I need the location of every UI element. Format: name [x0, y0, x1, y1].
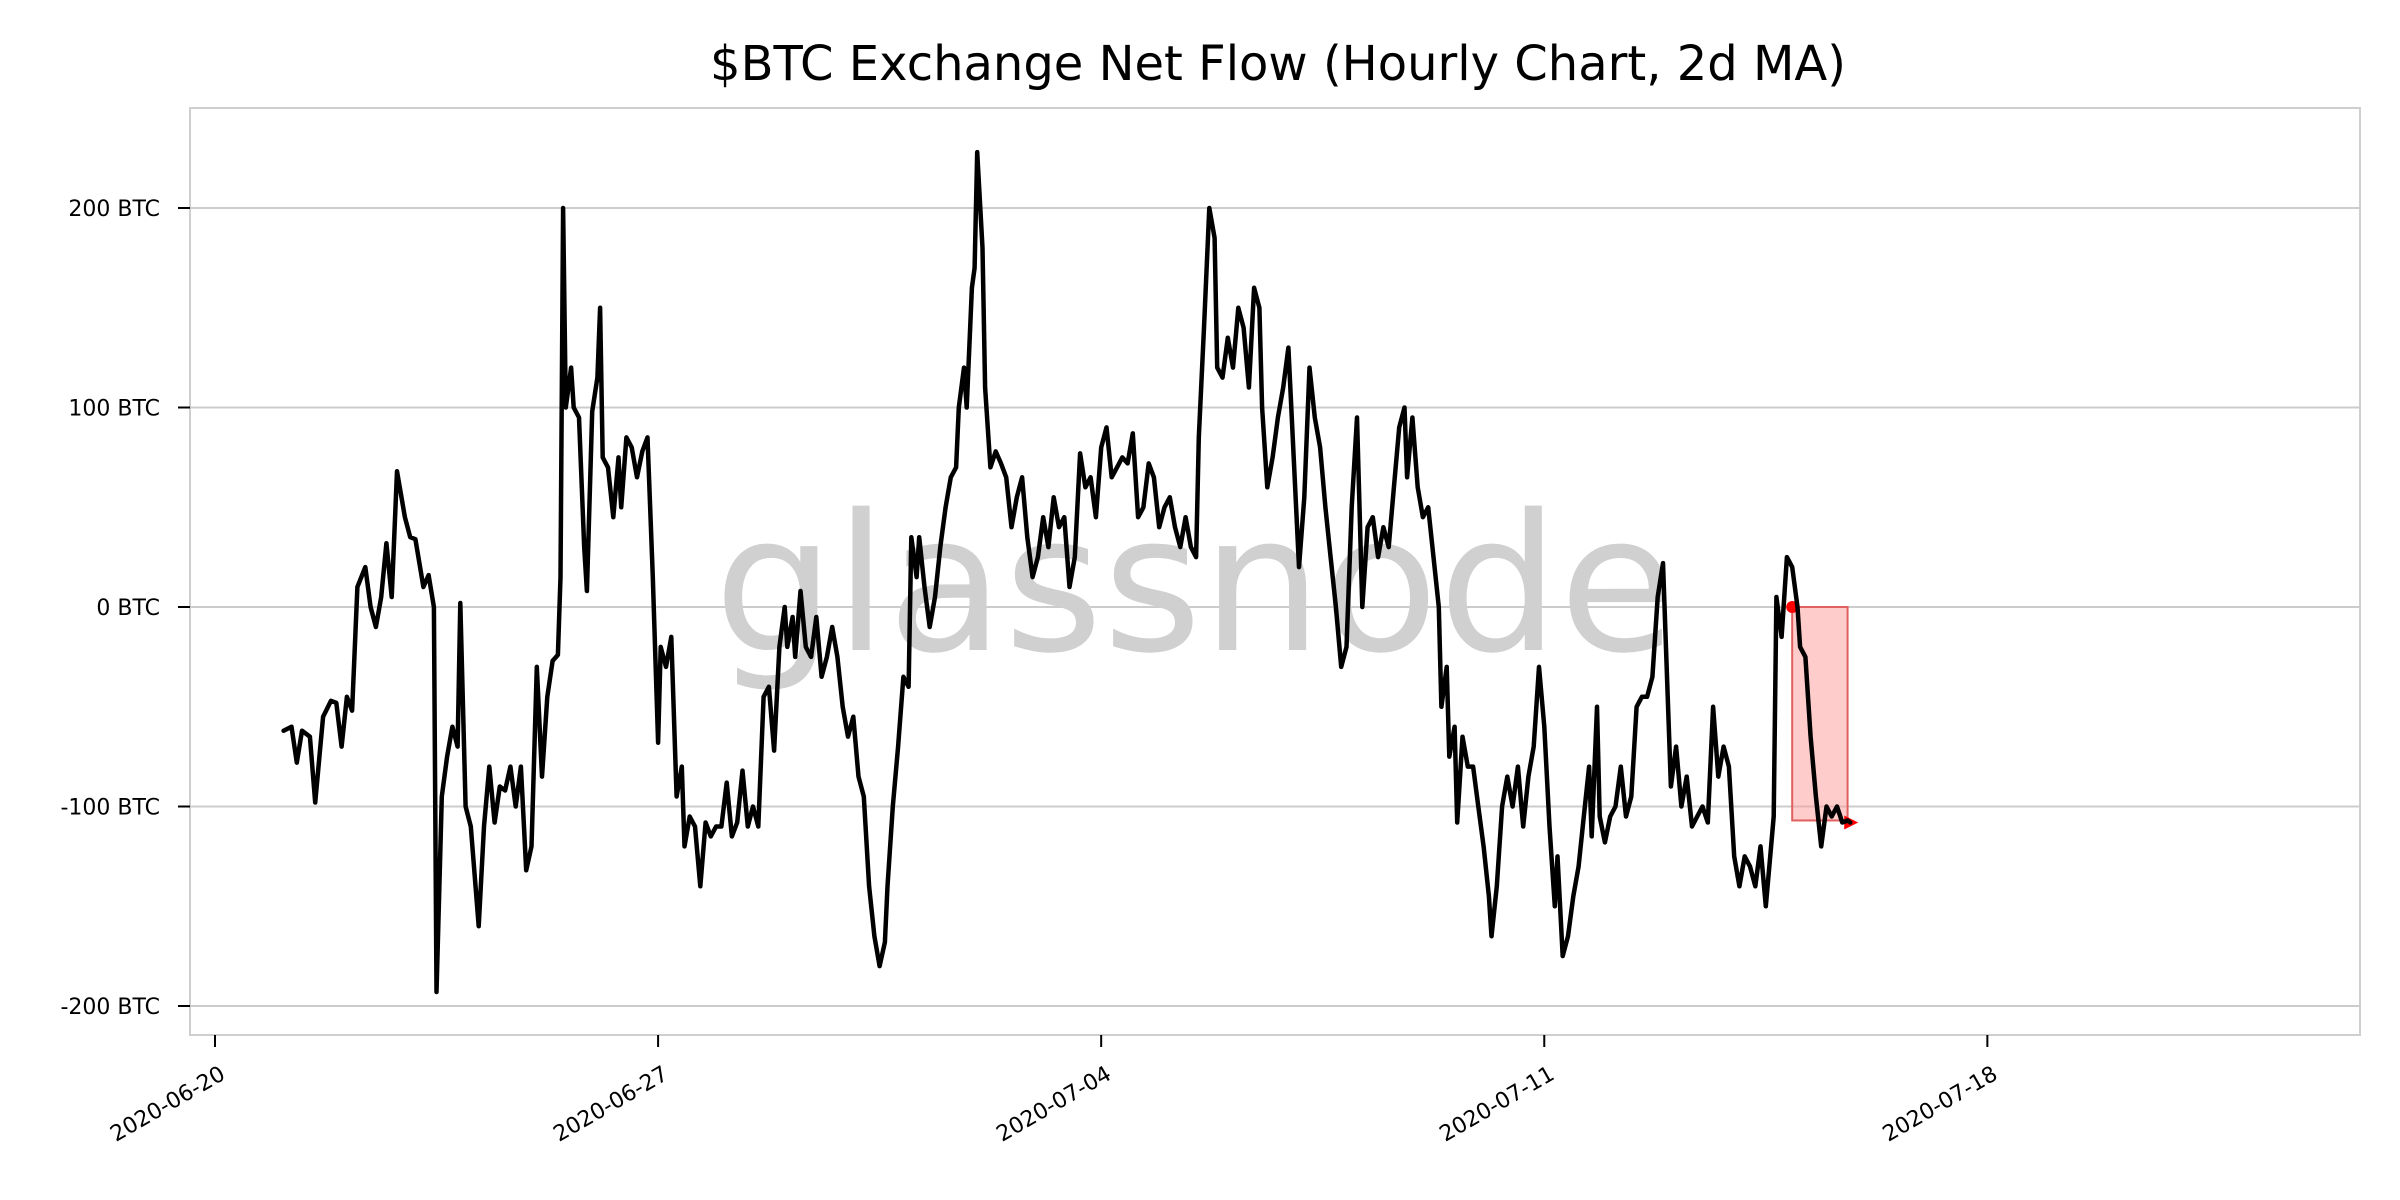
x-axis: 2020-06-20 2020-06-27 2020-07-04 2020-07-11…: [106, 1035, 2002, 1147]
plot-area: [189, 107, 2361, 1036]
y-axis: 200 BTC 100 BTC 0 BTC -100 BTC -200 BTC: [60, 197, 190, 1020]
chart-title: $BTC Exchange Net Flow (Hourly Chart, 2d…: [710, 36, 1846, 92]
x-tick-label: 2020-06-27: [549, 1062, 672, 1148]
x-tick-label: 2020-07-11: [1436, 1062, 1559, 1148]
x-tick-label: 2020-06-20: [106, 1062, 229, 1148]
y-tick-label: -200 BTC: [60, 995, 160, 1020]
y-tick-label: 100 BTC: [68, 397, 160, 422]
x-tick-label: 2020-07-04: [993, 1062, 1116, 1148]
gridlines: [190, 207, 2360, 1007]
series-line: [281, 149, 1853, 995]
x-tick-label: 2020-07-18: [1879, 1062, 2002, 1148]
y-tick-label: 200 BTC: [68, 197, 160, 222]
y-tick-label: -100 BTC: [60, 796, 160, 821]
series-group: [281, 149, 1853, 995]
y-tick-label: 0 BTC: [96, 596, 160, 621]
highlight-group: [1786, 601, 1859, 830]
